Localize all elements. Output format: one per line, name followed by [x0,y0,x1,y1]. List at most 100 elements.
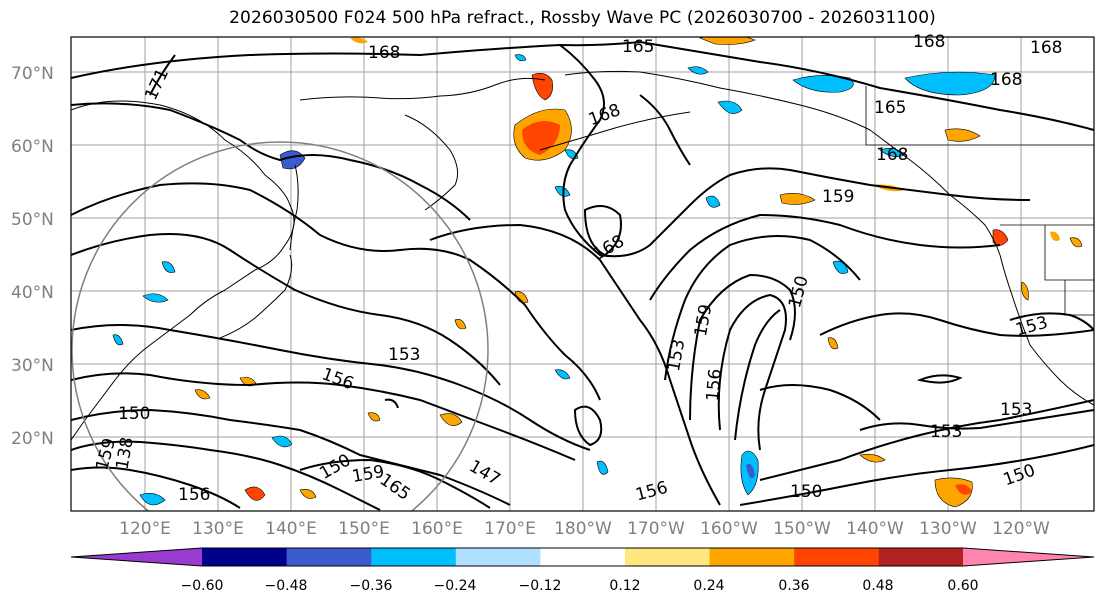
contour-label: 156 [178,485,210,505]
colorbar-segment [625,548,710,566]
longitude-label: 180°W [554,519,612,539]
north-america-west-coastline [999,254,1094,406]
positive-anomaly-patch [350,37,368,44]
contour-line [559,44,1031,258]
positive-anomaly-patch [699,37,756,45]
longitude-label: 130°E [192,519,244,539]
contour-line [819,312,1094,337]
colorbar-tick-label: 0.60 [947,578,978,594]
positive-anomaly-patch [1069,237,1083,248]
colorbar-outline [70,547,1095,567]
latitude-label: 50°N [11,210,54,230]
latitude-axis: 70°N 60°N 50°N 40°N 30°N 20°N [11,64,54,449]
negative-anomaly-patch [904,71,996,96]
graticule [71,37,1094,511]
contour-line [71,324,591,451]
positive-anomaly-patch [955,484,972,495]
longitude-label: 160°W [700,519,758,539]
colorbar-tick-label: −0.24 [434,578,477,594]
contour-line [583,205,622,257]
contour-label: 153 [930,422,962,442]
contour-label: 168 [876,145,908,165]
negative-anomaly-patch [879,148,906,157]
colorbar-tick-label: −0.12 [519,578,562,594]
colorbar-tick-labels: −0.60 −0.48 −0.36 −0.24 −0.12 0.12 0.24 … [181,578,979,594]
colorbar-segment [878,548,964,566]
positive-anomaly-patch [194,389,211,400]
positive-anomaly-patch [299,489,317,499]
colorbar-segment [794,548,880,566]
negative-anomaly-patch [717,100,743,114]
great-circle [71,141,489,511]
longitude-label: 170°E [484,519,536,539]
positive-anomaly-patch [454,319,467,330]
north-asia-coastline [299,77,546,101]
contour-line [639,94,691,166]
colorbar-segment [455,548,541,566]
colorbar-tick-label: −0.48 [265,578,308,594]
colorbar-extend-max [963,548,1094,566]
latitude-label: 60°N [11,137,54,157]
contour-label: 159 [822,187,854,207]
colorbar-tick-label: 0.24 [693,578,724,594]
contour-line [759,384,881,421]
contour-line [649,213,1001,301]
contour-line [573,405,603,447]
contour-line [859,409,1094,431]
contour-label: 150 [790,482,822,502]
contour-line [739,444,1094,506]
map-title: 2026030500 F024 500 hPa refract., Rossby… [229,8,936,28]
longitude-label: 130°W [919,519,977,539]
colorbar-extend-min [71,548,202,566]
contour-label: 150 [118,404,150,424]
colorbar [70,547,1095,567]
contour-line [717,293,787,451]
longitude-label: 120°W [992,519,1050,539]
japan-coastline [219,254,293,339]
borders [865,86,1094,316]
negative-anomaly-patch [746,463,755,479]
colorbar-segment [286,548,372,566]
negative-anomaly-patch [112,334,124,346]
contour-line [71,372,576,461]
colorbar-tick-label: −0.36 [350,578,393,594]
negative-anomaly-patch [139,493,166,506]
longitude-label: 170°W [627,519,685,539]
negative-anomaly-patch [687,66,709,75]
contour-line [689,273,796,421]
longitude-label: 140°E [265,519,317,539]
positive-anomaly-patch [531,73,553,101]
contour-label-group: 168 165 168 168 168 171 165 168 168 159 … [92,32,1062,505]
contour-line [71,466,241,509]
negative-anomaly-patch [705,195,721,208]
contour-line [71,440,381,511]
contour-label: 165 [874,98,906,118]
contour-line [71,233,501,386]
contour-line [759,399,1094,481]
positive-anomaly-patch [1050,231,1060,241]
aleutian-islands [539,111,691,151]
positive-anomaly-patch [439,413,463,427]
negative-anomaly-patch [792,75,854,93]
colorbar-segment [540,548,626,566]
negative-anomaly-patch [554,369,571,380]
contour-label: 168 [913,32,945,52]
positive-anomaly-patch [1021,281,1029,301]
contour-line [71,408,511,506]
contour-label: 153 [388,345,420,365]
colorbar-tick-label: 0.12 [609,578,640,594]
longitude-label: 120°E [119,519,171,539]
positive-anomaly-patch [779,193,816,205]
longitude-label: 160°E [411,519,463,539]
contour-line [639,41,1094,131]
coastlines [71,70,1094,441]
colorbar-tick-label: 0.48 [862,578,893,594]
colorbar-tick-label: −0.60 [181,578,224,594]
alaska-coastline [564,70,1001,256]
positive-anomaly-patch [859,453,886,463]
contour-line [149,54,176,96]
contour-label: 165 [622,37,654,57]
longitude-label: 140°W [846,519,904,539]
contour-line [71,41,641,79]
